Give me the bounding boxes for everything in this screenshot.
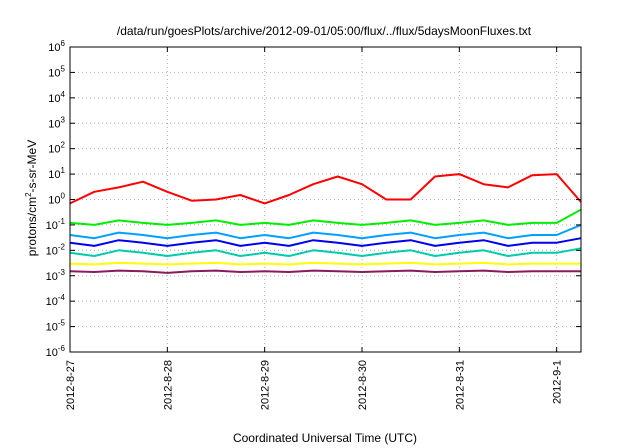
y-axis-title-main: protons/cm	[25, 197, 39, 256]
x-axis-title: Coordinated Universal Time (UTC)	[233, 431, 417, 445]
y-tick-label: 106	[48, 39, 65, 54]
y-tick-label: 10-1	[46, 217, 66, 232]
x-axis: 2012-8-27 2012-8-28 2012-8-29 2012-8-30 2012…	[65, 47, 564, 410]
x-tick-label: 2012-8-28	[162, 360, 174, 410]
x-tick-label: 2012-9-1	[552, 360, 564, 404]
series-line-7	[69, 269, 581, 274]
y-axis-title: protons/cm2-s-sr-MeV	[24, 140, 39, 256]
series-line-5	[69, 247, 582, 257]
series-line-1	[69, 173, 582, 205]
y-tick-label: 102	[48, 141, 65, 156]
y-tick-label: 105	[48, 64, 65, 79]
x-tick-label: 2012-8-31	[454, 360, 466, 410]
y-tick-label: 104	[48, 90, 65, 105]
y-tick-label: 100	[48, 192, 65, 207]
x-tick-label: 2012-8-30	[357, 360, 369, 410]
y-tick-label: 101	[48, 166, 65, 181]
grid	[69, 47, 581, 352]
x-tick-label: 2012-8-29	[260, 360, 272, 410]
series-line-6	[69, 261, 581, 266]
y-tick-label: 10-6	[46, 344, 66, 359]
y-axis-title-rest: -s-sr-MeV	[25, 140, 39, 193]
y-tick-label: 10-3	[46, 268, 66, 283]
y-tick-label: 10-5	[46, 319, 66, 334]
y-tick-label: 10-2	[46, 242, 66, 257]
series-layer	[69, 173, 582, 274]
series-line-2	[69, 208, 582, 226]
chart-title: /data/run/goesPlots/archive/2012-09-01/0…	[117, 24, 532, 38]
series-line-4	[69, 237, 582, 247]
y-tick-label: 10-4	[46, 293, 66, 308]
y-axis-title-sup: 2	[24, 192, 33, 197]
x-tick-label: 2012-8-27	[65, 360, 77, 410]
series-line-3	[69, 223, 582, 240]
y-axis: 10-6 10-5 10-4 10-3 10-2 10-1 100 101 102 103 104 1…	[46, 39, 581, 359]
y-tick-label: 103	[48, 115, 65, 130]
